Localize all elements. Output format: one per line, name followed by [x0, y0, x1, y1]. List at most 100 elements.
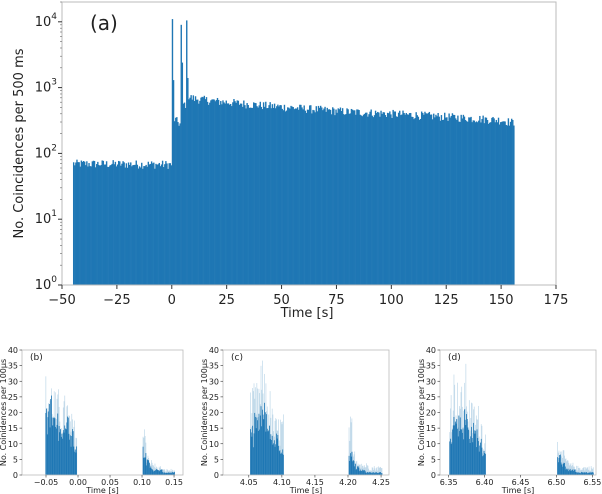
histogram-bar	[393, 111, 395, 286]
y-tick-base: 10	[35, 212, 52, 227]
histogram-bar	[139, 167, 142, 285]
histogram-bar-light	[582, 468, 584, 475]
histogram-bar	[388, 113, 390, 286]
histogram-bar	[458, 415, 460, 475]
histogram-bar	[257, 430, 259, 475]
y-tick-label: 15	[209, 424, 219, 433]
histogram-bar	[74, 451, 75, 475]
histogram-bar	[470, 436, 472, 475]
histogram-bar	[69, 439, 71, 475]
histogram-dark-bars	[45, 395, 175, 475]
histogram-bar	[406, 114, 409, 286]
histogram-bar	[481, 447, 483, 475]
histogram-bar	[472, 442, 474, 475]
histogram-bar	[173, 472, 175, 475]
histogram-bar	[67, 417, 69, 475]
x-tick-label: −50	[48, 293, 75, 308]
histogram-bar	[190, 95, 192, 285]
histogram-bar	[351, 109, 354, 285]
histogram-bar-light	[253, 383, 255, 475]
histogram-bar	[469, 442, 471, 475]
histogram-bar	[471, 437, 473, 475]
histogram-bar	[348, 455, 350, 475]
histogram-bar	[510, 118, 513, 285]
y-tick-exp: 3	[51, 78, 57, 88]
histogram-bar-light	[570, 463, 572, 475]
histogram-bar	[244, 105, 246, 285]
y-tick-label: 102	[35, 143, 57, 161]
histogram-bar	[479, 115, 481, 285]
histogram-bar	[417, 116, 420, 285]
histogram-bar	[484, 453, 486, 475]
histogram-bar	[571, 470, 572, 475]
histogram-bar	[356, 468, 358, 475]
histogram-bar	[76, 446, 78, 475]
histogram-bar	[214, 101, 216, 285]
y-tick-exp: 1	[51, 209, 57, 219]
histogram-bar	[318, 107, 321, 285]
histogram-bar	[162, 167, 165, 285]
x-axis-label: Time [s]	[85, 486, 119, 494]
histogram-bar	[463, 439, 465, 475]
histogram-bar	[366, 473, 367, 475]
histogram-bar	[142, 446, 144, 475]
histogram-bar	[332, 107, 334, 285]
histogram-bar	[167, 472, 168, 475]
histogram-bar	[425, 113, 427, 285]
histogram-bar	[312, 109, 314, 285]
histogram-bar	[328, 109, 331, 285]
axes-frame	[61, 1, 557, 286]
histogram-bar	[375, 472, 377, 475]
histogram-bar	[502, 121, 504, 285]
histogram-bar	[478, 441, 479, 475]
histogram-bar	[157, 164, 159, 285]
histogram-bar	[497, 117, 500, 285]
histogram-bar	[47, 417, 49, 475]
histogram-bar	[148, 164, 151, 285]
histogram-bar	[160, 469, 162, 475]
histogram-bar	[250, 432, 252, 475]
histogram-bar	[503, 121, 505, 285]
x-tick-label: 75	[328, 293, 345, 308]
histogram-bar	[200, 97, 202, 285]
histogram-bar	[409, 112, 412, 286]
histogram-bar	[586, 472, 588, 475]
histogram-bar	[82, 161, 85, 285]
histogram-bar	[97, 161, 99, 285]
histogram-bar	[58, 426, 60, 475]
histogram-bar-light	[586, 467, 588, 475]
histogram-bar-light	[573, 466, 575, 475]
histogram-bar	[168, 472, 170, 475]
histogram-bar-light	[588, 466, 590, 475]
histogram-bar-light	[252, 391, 254, 475]
y-tick-exp: 2	[51, 143, 57, 153]
histogram-bar	[323, 108, 325, 285]
histogram-bar	[93, 160, 96, 285]
histogram-bar	[264, 412, 266, 475]
x-tick-label: 0	[168, 293, 176, 308]
histogram-bar	[197, 99, 199, 285]
histogram-bar	[79, 166, 81, 285]
histogram-bar	[62, 438, 64, 475]
histogram-bar-light	[577, 465, 579, 475]
histogram-dark-bars	[449, 409, 594, 475]
histogram-bar	[152, 470, 154, 475]
histogram-bar	[580, 471, 582, 475]
histogram-bar	[78, 162, 80, 285]
histogram-bar	[152, 163, 154, 285]
histogram-bar	[584, 472, 586, 475]
histogram-bar-light	[376, 467, 378, 475]
histogram-bar	[158, 470, 159, 475]
histogram-bar	[151, 469, 153, 475]
histogram-bar	[589, 472, 591, 475]
histogram-bar	[438, 116, 440, 285]
histogram-bar	[258, 105, 260, 285]
histogram-bar	[252, 447, 254, 475]
histogram-bar	[121, 163, 123, 285]
histogram-bar	[77, 162, 79, 285]
histogram-bar	[54, 418, 56, 475]
histogram-bar	[234, 101, 236, 285]
histogram-bar	[578, 472, 579, 475]
x-tick-label: 0.05	[101, 478, 119, 487]
histogram-bar	[316, 111, 319, 285]
